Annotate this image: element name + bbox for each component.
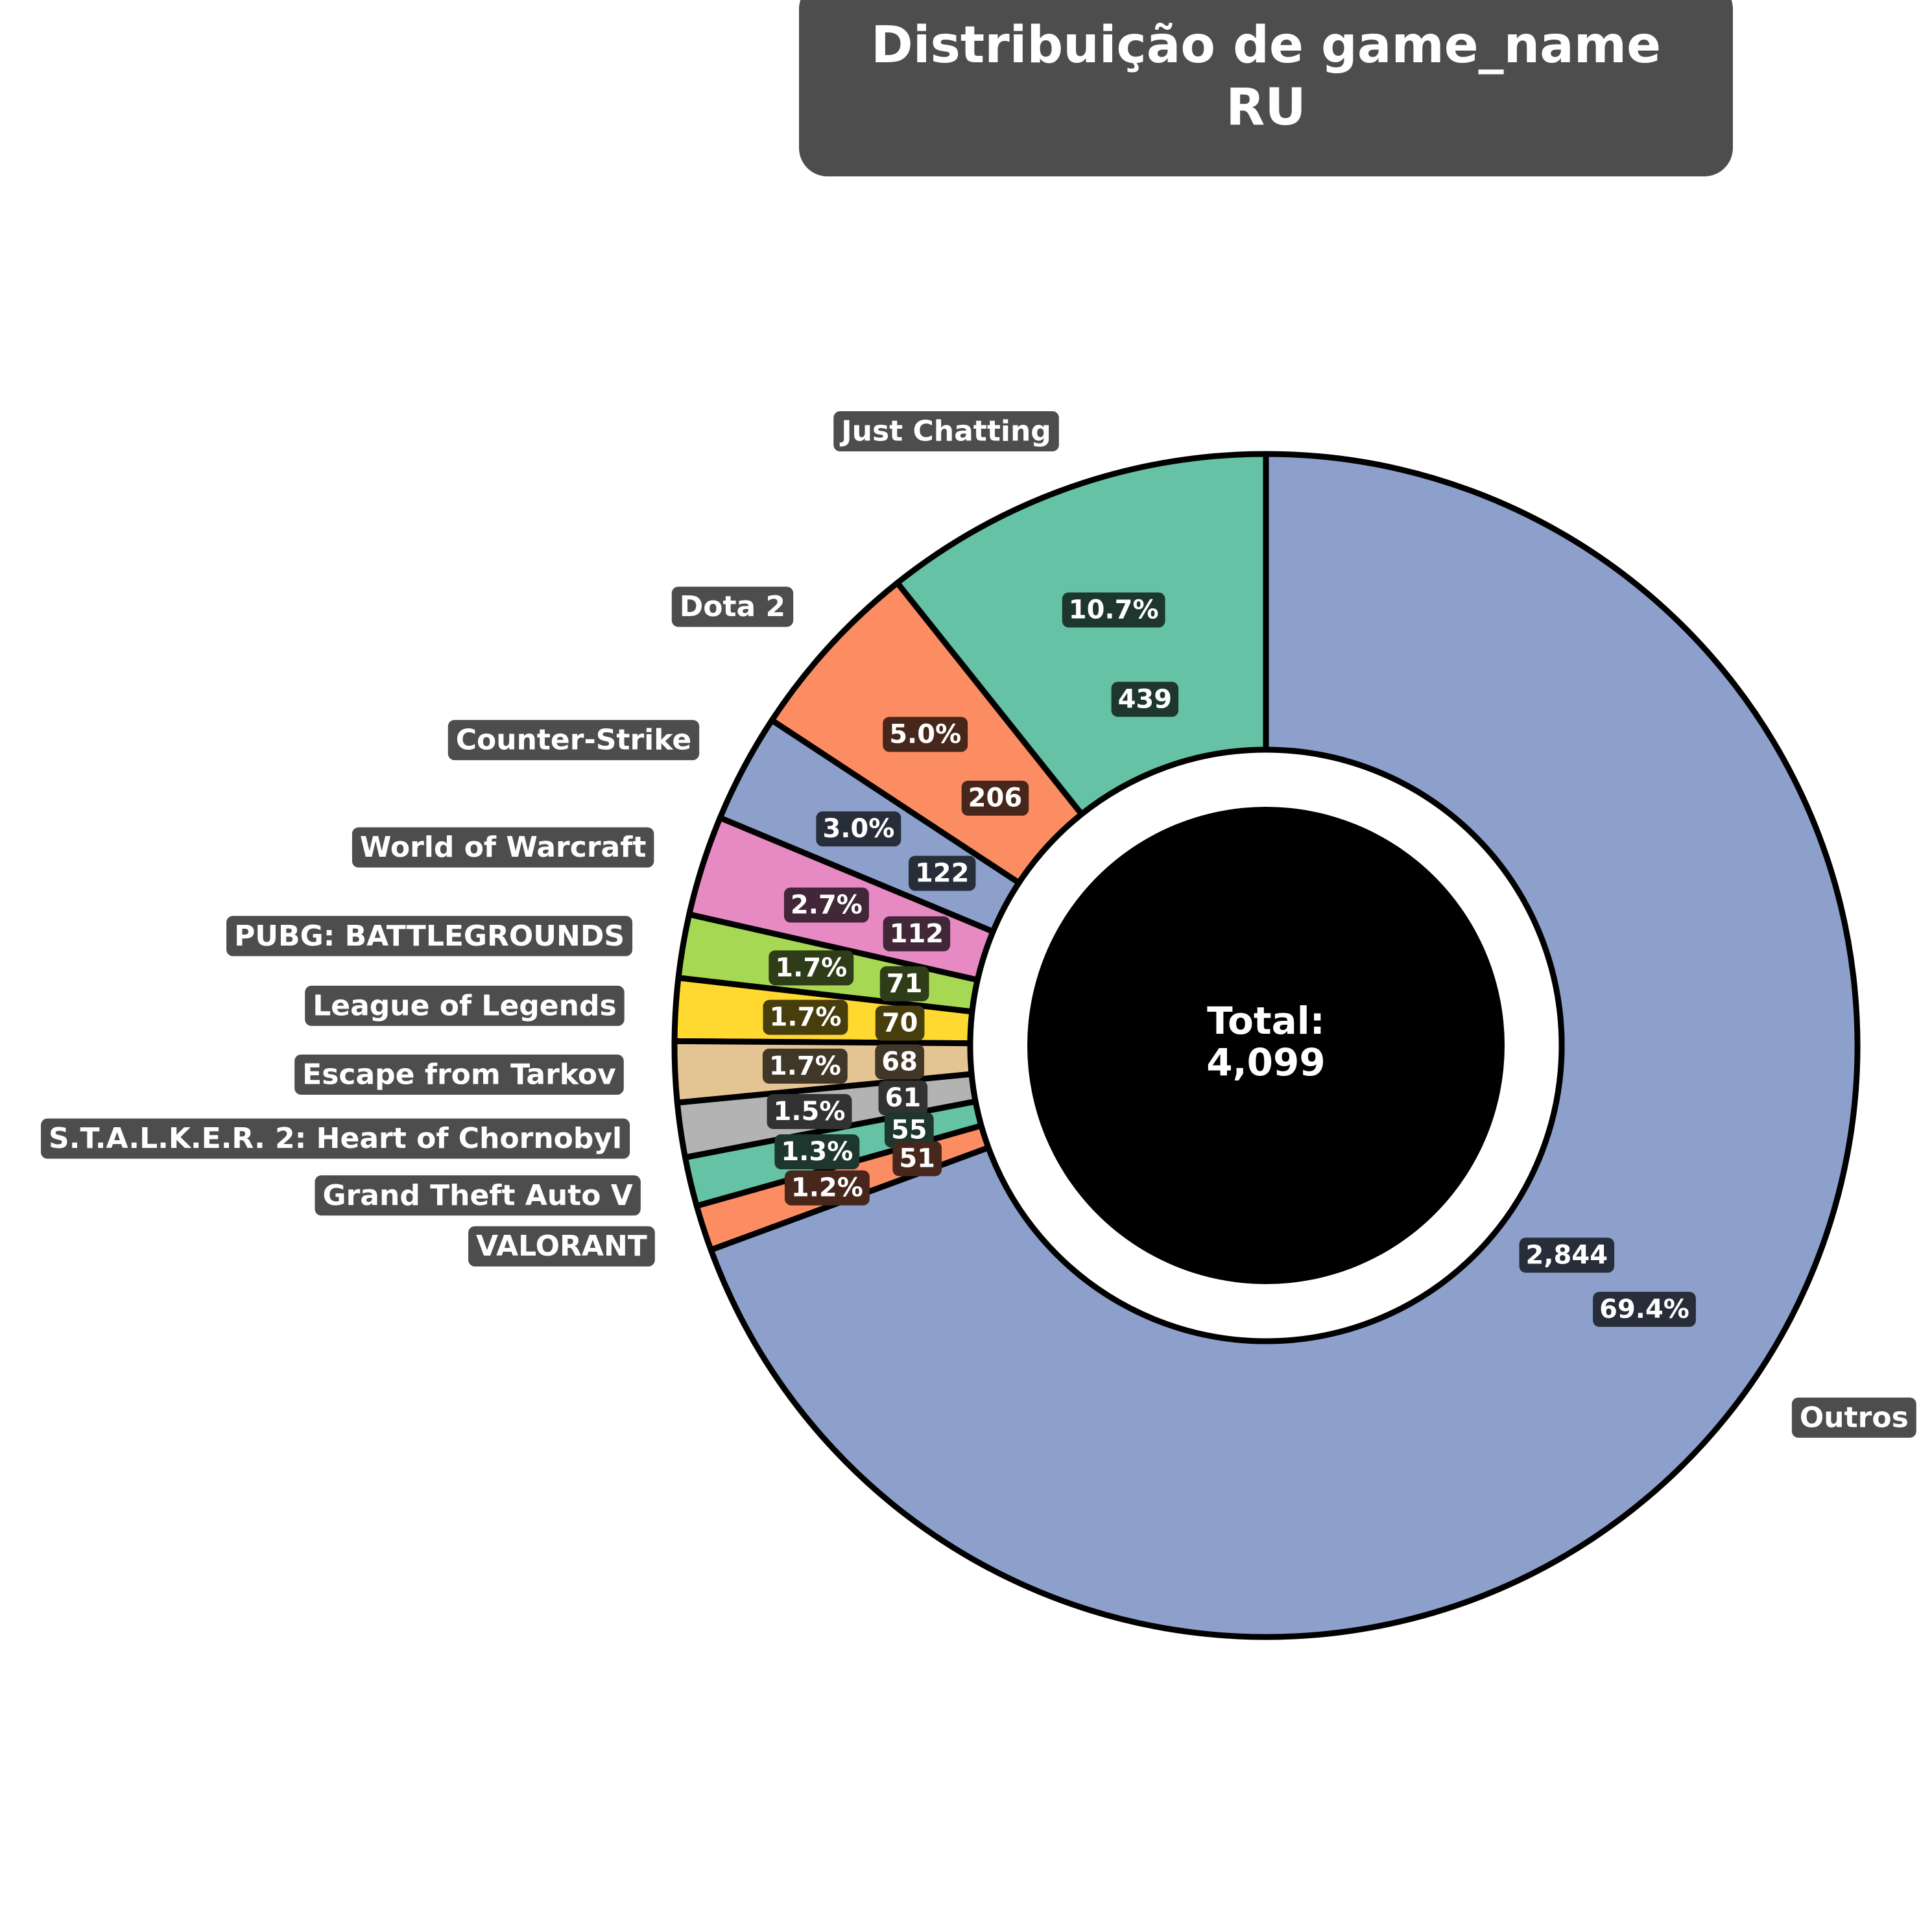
value-label-dota-2-text: 206 (968, 783, 1023, 813)
value-label-league-of-legends: 70 (876, 1006, 925, 1041)
name-label-grand-theft-auto-v: Grand Theft Auto V (315, 1175, 640, 1215)
pct-label-outros: 69.4% (1593, 1292, 1696, 1327)
value-label-outros-text: 2,844 (1526, 1240, 1608, 1270)
name-label-outros: Outros (1792, 1398, 1916, 1438)
value-label-escape-from-tarkov: 68 (875, 1044, 924, 1079)
center-total-value: 4,099 (1206, 1040, 1325, 1084)
value-label-s-t-a-l-k-e-r-2-heart-of-chornobyl-text: 61 (885, 1083, 922, 1113)
title-line-2: RU (1226, 78, 1306, 137)
name-label-pubg-battlegrounds: PUBG: BATTLEGROUNDS (226, 916, 632, 956)
name-label-dota-2-text: Dota 2 (680, 590, 785, 623)
pct-label-pubg-battlegrounds-text: 1.7% (775, 953, 847, 983)
name-label-valorant: VALORANT (468, 1226, 655, 1267)
value-label-valorant-text: 51 (899, 1144, 935, 1174)
pct-label-league-of-legends-text: 1.7% (769, 1003, 841, 1032)
pct-label-just-chatting: 10.7% (1062, 593, 1165, 628)
value-label-counter-strike: 122 (909, 856, 976, 891)
pct-label-s-t-a-l-k-e-r-2-heart-of-chornobyl-text: 1.5% (774, 1097, 846, 1127)
name-label-just-chatting-text: Just Chatting (839, 415, 1051, 448)
name-label-world-of-warcraft-text: World of Warcraft (360, 831, 646, 864)
pct-label-dota-2-text: 5.0% (889, 719, 961, 749)
pct-label-escape-from-tarkov: 1.7% (763, 1049, 848, 1084)
name-label-grand-theft-auto-v-text: Grand Theft Auto V (322, 1179, 632, 1212)
value-label-just-chatting: 439 (1112, 682, 1179, 717)
pct-label-s-t-a-l-k-e-r-2-heart-of-chornobyl: 1.5% (767, 1094, 852, 1129)
pct-label-league-of-legends: 1.7% (763, 1000, 848, 1035)
pct-label-counter-strike-text: 3.0% (822, 814, 894, 844)
pct-label-valorant-text: 1.2% (791, 1173, 863, 1203)
name-label-league-of-legends: League of Legends (305, 986, 624, 1026)
value-label-pubg-battlegrounds: 71 (880, 966, 929, 1001)
value-label-dota-2: 206 (962, 781, 1029, 816)
value-label-pubg-battlegrounds-text: 71 (887, 969, 923, 999)
name-label-counter-strike: Counter-Strike (448, 720, 699, 760)
pct-label-pubg-battlegrounds: 1.7% (769, 950, 853, 985)
name-label-league-of-legends-text: League of Legends (313, 989, 616, 1022)
pct-label-world-of-warcraft-text: 2.7% (791, 890, 863, 920)
value-label-just-chatting-text: 439 (1118, 684, 1173, 714)
value-label-league-of-legends-text: 70 (882, 1008, 918, 1038)
name-label-s-t-a-l-k-e-r-2-heart-of-chornobyl: S.T.A.L.K.E.R. 2: Heart of Chornobyl (41, 1119, 630, 1159)
pct-label-grand-theft-auto-v: 1.3% (774, 1134, 859, 1169)
chart-title: Distribuição de game_name RU (799, 0, 1733, 176)
name-label-dota-2: Dota 2 (672, 587, 793, 627)
name-label-world-of-warcraft: World of Warcraft (352, 828, 654, 868)
name-label-pubg-battlegrounds-text: PUBG: BATTLEGROUNDS (234, 920, 625, 953)
value-label-outros: 2,844 (1520, 1237, 1615, 1272)
value-label-escape-from-tarkov-text: 68 (881, 1047, 918, 1077)
value-label-world-of-warcraft: 112 (883, 916, 951, 951)
value-label-s-t-a-l-k-e-r-2-heart-of-chornobyl: 61 (879, 1080, 928, 1116)
value-label-grand-theft-auto-v-text: 55 (891, 1115, 927, 1145)
name-label-just-chatting: Just Chatting (833, 411, 1059, 451)
pct-label-grand-theft-auto-v-text: 1.3% (781, 1137, 853, 1167)
name-label-s-t-a-l-k-e-r-2-heart-of-chornobyl-text: S.T.A.L.K.E.R. 2: Heart of Chornobyl (49, 1122, 622, 1155)
value-label-valorant: 51 (892, 1141, 942, 1176)
name-label-escape-from-tarkov-text: Escape from Tarkov (302, 1058, 616, 1091)
name-label-valorant-text: VALORANT (476, 1230, 647, 1263)
name-label-escape-from-tarkov: Escape from Tarkov (294, 1055, 624, 1095)
value-label-world-of-warcraft-text: 112 (890, 919, 944, 949)
pct-label-dota-2: 5.0% (883, 717, 968, 752)
pct-label-valorant: 1.2% (785, 1171, 870, 1206)
pct-label-outros-text: 69.4% (1599, 1295, 1689, 1324)
name-label-outros-text: Outros (1800, 1401, 1909, 1434)
center-total-label: Total: (1207, 999, 1325, 1043)
pct-label-counter-strike: 3.0% (816, 811, 901, 846)
value-label-counter-strike-text: 122 (915, 859, 970, 889)
title-line-1: Distribuição de game_name (871, 16, 1661, 75)
pct-label-escape-from-tarkov-text: 1.7% (769, 1051, 841, 1081)
pct-label-just-chatting-text: 10.7% (1069, 595, 1159, 625)
pct-label-world-of-warcraft: 2.7% (784, 887, 869, 922)
name-label-counter-strike-text: Counter-Strike (456, 724, 691, 757)
